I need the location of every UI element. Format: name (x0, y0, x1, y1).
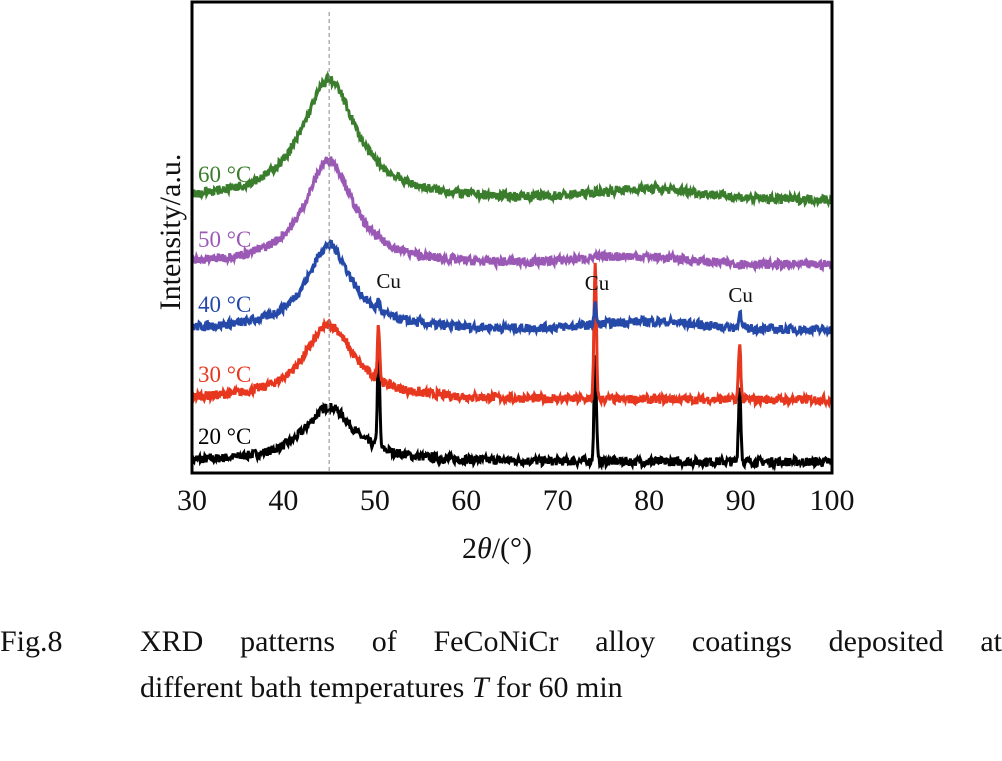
cu-peak-annotation: Cu (728, 283, 753, 307)
x-axis-title: 2θ/(°) (462, 532, 532, 565)
caption-text: XRD patterns of FeCoNiCr alloy coatings … (140, 625, 1002, 658)
series-line-30c (190, 262, 834, 410)
series-line-60c (190, 70, 833, 209)
figure-caption-line1: Fig.8 XRD patterns of FeCoNiCr alloy coa… (0, 622, 1002, 662)
y-axis-title: Intensity/a.u. (154, 154, 187, 311)
x-tick-label: 30 (177, 484, 207, 517)
xrd-chart: 30 40 50 60 70 80 90 100 20 °C 30 °C 40 °C 50 °C 60… (154, 0, 855, 565)
caption-italic-T: T (471, 671, 489, 704)
series-line-50c (190, 156, 834, 274)
figure-caption-line2: different bath temperatures T for 60 min (0, 668, 1002, 708)
x-tick-label: 60 (451, 484, 481, 517)
series-label: 30 °C (198, 362, 251, 387)
cu-peak-annotation: Cu (585, 271, 610, 295)
caption-text-2b: for 60 min (488, 671, 623, 704)
cu-peak-annotation: Cu (376, 269, 401, 293)
caption-text-2a: different bath temperatures (140, 671, 472, 704)
series-line-20c (190, 352, 834, 472)
x-tick-label: 50 (360, 484, 390, 517)
series-label: 40 °C (198, 292, 251, 317)
x-tick-label: 40 (268, 484, 298, 517)
figure-label: Fig.8 (0, 625, 63, 658)
x-tick-label: 90 (726, 484, 756, 517)
x-tick-label: 80 (634, 484, 664, 517)
series-line-40c (190, 239, 834, 338)
x-tick-label: 100 (810, 484, 855, 517)
series-label: 60 °C (198, 162, 251, 187)
x-tick-label: 70 (543, 484, 573, 517)
series-label: 20 °C (198, 424, 251, 449)
series-label: 50 °C (198, 227, 251, 252)
plot-frame (190, 0, 834, 475)
